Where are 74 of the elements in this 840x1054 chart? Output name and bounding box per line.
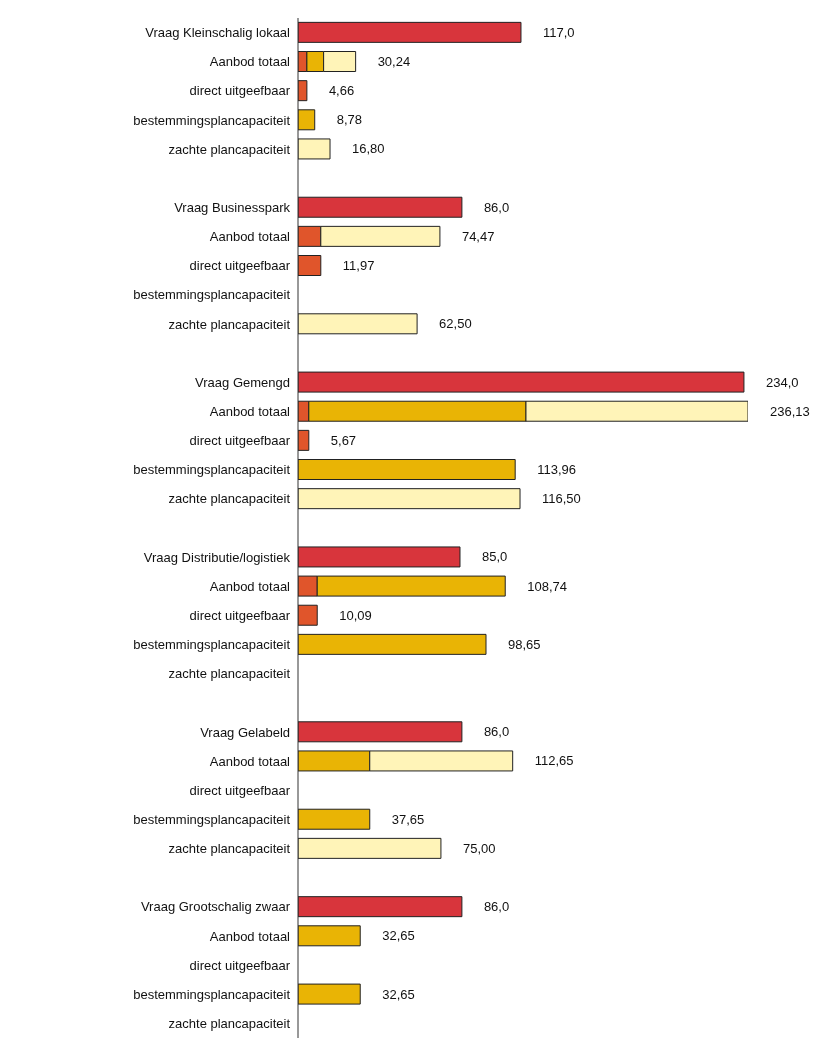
- y-tick-label: direct uitgeefbaar: [189, 258, 291, 274]
- total-label: 74,47: [461, 228, 495, 244]
- y-tick-label: direct uitgeefbaar: [189, 782, 291, 798]
- y-tick-label: zachte plancapaciteit: [168, 1016, 291, 1032]
- bar: [298, 459, 516, 481]
- y-tick-label: Vraag Businesspark: [174, 200, 291, 216]
- y-tick-label: Aanbod totaal: [209, 229, 291, 245]
- bar: [298, 313, 418, 335]
- bar: [298, 80, 308, 102]
- bar: [298, 896, 463, 918]
- y-tick-label: Aanbod totaal: [209, 753, 291, 769]
- bar: [298, 488, 521, 510]
- total-label: 112,65: [534, 753, 574, 769]
- y-tick-label: Vraag Grootschalig zwaar: [140, 899, 291, 915]
- data-label: 86,0: [483, 724, 510, 740]
- y-tick-label: bestemmingsplancapaciteit: [133, 112, 291, 128]
- bar: [298, 196, 463, 218]
- y-tick-label: bestemmingsplancapaciteit: [133, 812, 291, 828]
- total-label: 236,13: [770, 403, 810, 419]
- data-label: 16,80: [352, 141, 385, 157]
- bar: [298, 138, 331, 160]
- data-label: 98,65: [508, 636, 541, 652]
- data-label: 86,0: [483, 899, 510, 915]
- bar: [298, 21, 522, 43]
- y-tick-label: Vraag Kleinschalig lokaal: [145, 25, 291, 41]
- bar: [298, 109, 316, 131]
- data-label: 32,65: [382, 986, 415, 1002]
- y-tick-label: zachte plancapaciteit: [168, 316, 291, 332]
- y-tick-label: Aanbod totaal: [209, 404, 291, 420]
- bar: [298, 546, 461, 568]
- y-tick-label: zachte plancapaciteit: [168, 141, 291, 157]
- y-tick-label: Aanbod totaal: [209, 928, 291, 944]
- y-tick-label: direct uitgeefbaar: [189, 957, 291, 973]
- bar: [298, 604, 318, 626]
- data-label: 113,96: [537, 462, 576, 478]
- data-label: 234,0: [765, 374, 799, 390]
- data-label: 5,67: [330, 432, 357, 448]
- bar: [298, 837, 442, 859]
- total-label: 108,74: [527, 578, 567, 594]
- y-tick-label: Vraag Gelabeld: [200, 724, 290, 740]
- y-tick-label: bestemmingsplancapaciteit: [133, 986, 291, 1002]
- y-tick-label: direct uitgeefbaar: [189, 608, 291, 624]
- data-label: 85,0: [481, 549, 508, 565]
- data-label: 117,0: [542, 24, 575, 40]
- data-label: 37,65: [391, 811, 425, 827]
- bar: [298, 925, 361, 947]
- y-tick-label: direct uitgeefbaar: [189, 433, 291, 449]
- bar: [298, 633, 487, 655]
- y-tick-label: zachte plancapaciteit: [168, 491, 291, 507]
- data-label: 11,97: [342, 258, 375, 274]
- y-tick-label: bestemmingsplancapaciteit: [133, 462, 291, 478]
- y-tick-label: zachte plancapaciteit: [168, 666, 291, 682]
- y-tick-label: bestemmingsplancapaciteit: [133, 287, 291, 303]
- bar: [298, 721, 463, 743]
- data-label: 8,78: [336, 112, 363, 128]
- data-label: 4,66: [328, 83, 355, 99]
- total-label: 30,24: [377, 54, 411, 70]
- bar: [298, 983, 361, 1005]
- y-tick-label: Aanbod totaal: [209, 578, 291, 594]
- data-label: 86,0: [483, 199, 510, 215]
- y-tick-label: Vraag Gemengd: [195, 374, 290, 390]
- bar: [298, 808, 371, 830]
- y-tick-label: Aanbod totaal: [209, 54, 291, 70]
- data-label: 10,09: [339, 607, 372, 623]
- bar: [298, 371, 745, 393]
- bar: [298, 255, 322, 277]
- data-label: 75,00: [462, 840, 496, 856]
- y-tick-label: bestemmingsplancapaciteit: [133, 637, 291, 653]
- data-label: 116,50: [542, 491, 581, 507]
- y-tick-label: zachte plancapaciteit: [168, 841, 291, 857]
- data-label: 62,50: [439, 316, 472, 332]
- total-label: 32,65: [382, 928, 415, 944]
- y-tick-label: direct uitgeefbaar: [189, 83, 291, 99]
- y-tick-label: Vraag Distributie/logistiek: [143, 549, 291, 565]
